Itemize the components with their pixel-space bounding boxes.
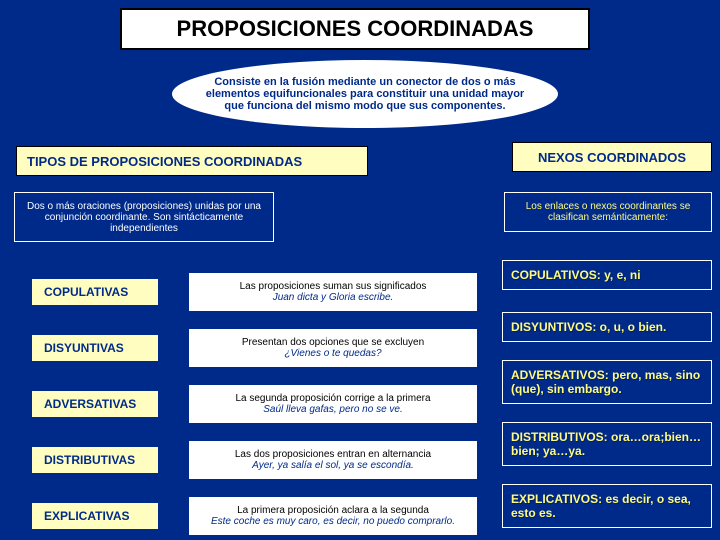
type-button-label: DISTRIBUTIVAS <box>44 453 135 467</box>
nexo-box-1: DISYUNTIVOS: o, u, o bien. <box>502 312 712 342</box>
type-desc-explicativas: La primera proposición aclara a la segun… <box>188 496 478 536</box>
nexo-text: EXPLICATIVOS: es decir, o sea, esto es. <box>511 492 703 520</box>
nexo-text: DISTRIBUTIVOS: ora…ora;bien…bien; ya…ya. <box>511 430 703 458</box>
type-desc-line1: Las dos proposiciones entran en alternan… <box>235 449 431 461</box>
nexo-box-2: ADVERSATIVOS: pero, mas, sino (que), sin… <box>502 360 712 404</box>
nexos-header-text: NEXOS COORDINADOS <box>538 150 686 165</box>
type-button-copulativas: COPULATIVAS <box>30 277 160 307</box>
type-desc-distributivas: Las dos proposiciones entran en alternan… <box>188 440 478 480</box>
nexo-text: DISYUNTIVOS: o, u, o bien. <box>511 320 666 334</box>
type-desc-example: ¿Vienes o te quedas? <box>284 348 381 360</box>
types-header: TIPOS DE PROPOSICIONES COORDINADAS <box>16 146 368 176</box>
nexo-box-0: COPULATIVOS: y, e, ni <box>502 260 712 290</box>
nexo-text: ADVERSATIVOS: pero, mas, sino (que), sin… <box>511 368 703 396</box>
type-button-label: COPULATIVAS <box>44 285 128 299</box>
types-subtitle-text: Dos o más oraciones (proposiciones) unid… <box>19 201 269 234</box>
nexo-text: COPULATIVOS: y, e, ni <box>511 268 641 282</box>
definition-oval: Consiste en la fusión mediante un conect… <box>170 58 560 130</box>
slide-canvas: PROPOSICIONES COORDINADAS Consiste en la … <box>0 0 720 540</box>
nexos-subtitle-text: Los enlaces o nexos coordinantes se clas… <box>509 201 707 223</box>
type-button-adversativas: ADVERSATIVAS <box>30 389 160 419</box>
type-desc-disyuntivas: Presentan dos opciones que se excluyen¿V… <box>188 328 478 368</box>
types-subtitle: Dos o más oraciones (proposiciones) unid… <box>14 192 274 242</box>
nexos-header: NEXOS COORDINADOS <box>512 142 712 172</box>
nexo-box-3: DISTRIBUTIVOS: ora…ora;bien…bien; ya…ya. <box>502 422 712 466</box>
type-button-label: DISYUNTIVAS <box>44 341 124 355</box>
nexos-subtitle: Los enlaces o nexos coordinantes se clas… <box>504 192 712 232</box>
type-desc-example: Este coche es muy caro, es decir, no pue… <box>211 516 455 528</box>
type-desc-line1: Presentan dos opciones que se excluyen <box>242 337 424 349</box>
type-button-distributivas: DISTRIBUTIVAS <box>30 445 160 475</box>
types-header-text: TIPOS DE PROPOSICIONES COORDINADAS <box>27 154 302 169</box>
type-button-label: EXPLICATIVAS <box>44 509 130 523</box>
type-button-label: ADVERSATIVAS <box>44 397 136 411</box>
type-desc-line1: La primera proposición aclara a la segun… <box>237 505 429 517</box>
main-title-text: PROPOSICIONES COORDINADAS <box>177 16 534 42</box>
type-button-disyuntivas: DISYUNTIVAS <box>30 333 160 363</box>
type-desc-line1: La segunda proposición corrige a la prim… <box>235 393 430 405</box>
definition-text: Consiste en la fusión mediante un conect… <box>202 76 528 112</box>
type-desc-adversativas: La segunda proposición corrige a la prim… <box>188 384 478 424</box>
type-desc-example: Juan dicta y Gloria escribe. <box>273 292 394 304</box>
type-desc-example: Ayer, ya salía el sol, ya se escondía. <box>252 460 414 472</box>
type-button-explicativas: EXPLICATIVAS <box>30 501 160 531</box>
type-desc-example: Saúl lleva gafas, pero no se ve. <box>263 404 403 416</box>
nexo-box-4: EXPLICATIVOS: es decir, o sea, esto es. <box>502 484 712 528</box>
type-desc-line1: Las proposiciones suman sus significados <box>240 281 427 293</box>
type-desc-copulativas: Las proposiciones suman sus significados… <box>188 272 478 312</box>
main-title: PROPOSICIONES COORDINADAS <box>120 8 590 50</box>
